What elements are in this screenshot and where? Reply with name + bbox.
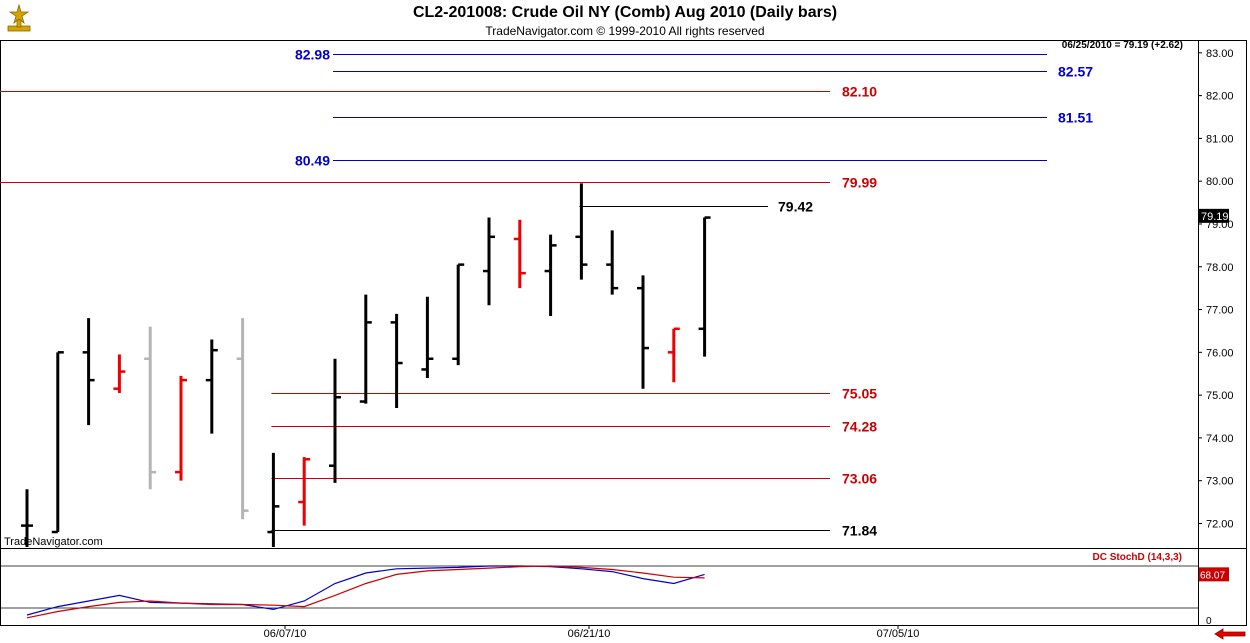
trade-navigator-logo-icon[interactable] — [2, 2, 36, 36]
last-price-box — [1199, 208, 1229, 223]
level-label-82.10: 82.10 — [842, 84, 877, 100]
y-tick-label: 72.00 — [1206, 518, 1234, 530]
level-label-81.51: 81.51 — [1058, 110, 1093, 126]
chart-subtitle: TradeNavigator.com © 1999-2010 All right… — [485, 24, 765, 38]
chart-title: CL2-201008: Crude Oil NY (Comb) Aug 2010… — [412, 4, 838, 21]
y-tick-label: 75.00 — [1206, 390, 1234, 402]
level-label-80.49: 80.49 — [295, 153, 330, 169]
last-price-label: 79.19 — [1201, 211, 1229, 223]
osc-last-value-label: 68.07 — [1200, 570, 1225, 581]
osc-y-tick-label: 0 — [1206, 616, 1212, 627]
level-label-71.84: 71.84 — [842, 523, 877, 539]
osc-last-value-box — [1199, 567, 1229, 582]
osc-line-k — [26, 565, 705, 616]
osc-title: DC StochD (14,3,3) — [1093, 552, 1182, 563]
y-tick-label: 73.00 — [1206, 476, 1234, 488]
x-tick-label: 07/05/10 — [877, 628, 920, 640]
watermark-text: TradeNavigator.com — [4, 536, 103, 548]
red-back-arrow-icon[interactable] — [1214, 628, 1246, 640]
y-tick-label: 77.00 — [1206, 305, 1234, 317]
last-value-note: 06/25/2010 = 79.19 (+2.62) — [1062, 40, 1183, 51]
level-label-79.42: 79.42 — [778, 199, 813, 215]
y-tick-label: 80.00 — [1206, 176, 1234, 188]
y-tick-label: 78.00 — [1206, 262, 1234, 274]
level-label-75.05: 75.05 — [842, 386, 877, 402]
y-tick-label: 74.00 — [1206, 433, 1234, 445]
level-label-73.06: 73.06 — [842, 471, 877, 487]
level-label-79.99: 79.99 — [842, 175, 877, 191]
y-tick-label: 76.00 — [1206, 347, 1234, 359]
y-tick-label: 83.00 — [1206, 48, 1234, 60]
y-tick-label: 82.00 — [1206, 91, 1234, 103]
level-label-82.98: 82.98 — [295, 47, 330, 63]
level-label-82.57: 82.57 — [1058, 64, 1093, 80]
chart-frame — [0, 40, 1247, 626]
x-tick-label: 06/21/10 — [568, 628, 611, 640]
y-tick-label: 81.00 — [1206, 133, 1234, 145]
x-tick-label: 06/07/10 — [264, 628, 307, 640]
osc-line-d — [26, 565, 705, 619]
level-label-74.28: 74.28 — [842, 419, 877, 435]
